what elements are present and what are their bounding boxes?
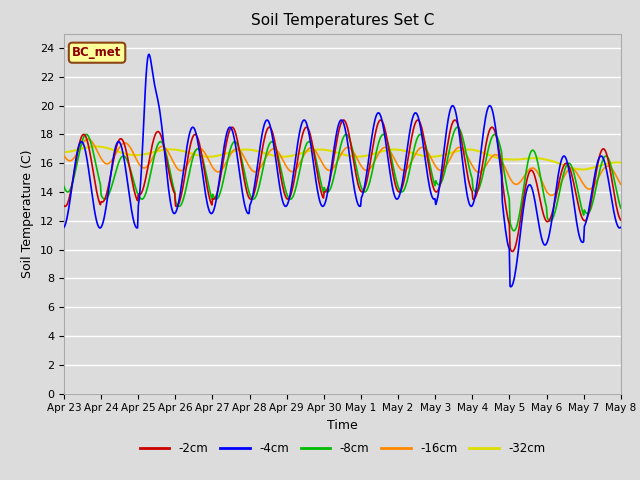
Legend: -2cm, -4cm, -8cm, -16cm, -32cm: -2cm, -4cm, -8cm, -16cm, -32cm bbox=[135, 437, 550, 460]
X-axis label: Time: Time bbox=[327, 419, 358, 432]
Title: Soil Temperatures Set C: Soil Temperatures Set C bbox=[251, 13, 434, 28]
Y-axis label: Soil Temperature (C): Soil Temperature (C) bbox=[22, 149, 35, 278]
Text: BC_met: BC_met bbox=[72, 46, 122, 59]
